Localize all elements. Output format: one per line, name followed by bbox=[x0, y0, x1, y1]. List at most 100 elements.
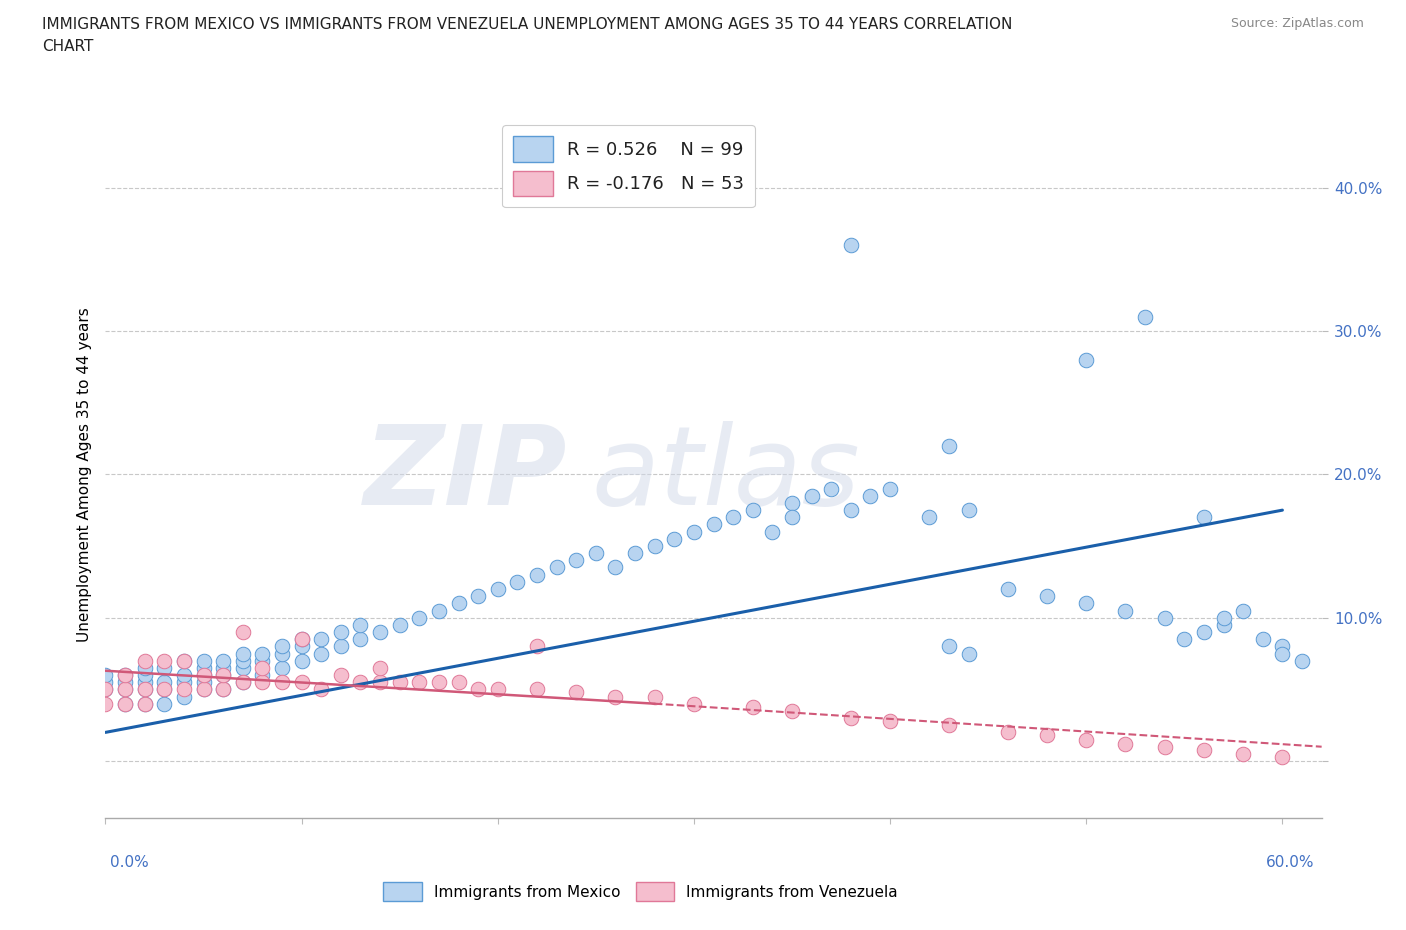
Point bbox=[1114, 737, 1136, 751]
Point bbox=[467, 589, 489, 604]
Point bbox=[918, 510, 941, 525]
Point bbox=[252, 653, 274, 668]
Point bbox=[683, 525, 706, 539]
Point bbox=[212, 668, 235, 683]
Point bbox=[153, 653, 176, 668]
Point bbox=[193, 653, 215, 668]
Point bbox=[94, 697, 117, 711]
Point bbox=[506, 575, 529, 590]
Legend: Immigrants from Mexico, Immigrants from Venezuela: Immigrants from Mexico, Immigrants from … bbox=[377, 876, 904, 907]
Point bbox=[1114, 603, 1136, 618]
Point bbox=[467, 682, 489, 697]
Point bbox=[1212, 618, 1234, 632]
Point bbox=[388, 675, 411, 690]
Point bbox=[329, 668, 352, 683]
Point bbox=[193, 682, 215, 697]
Point bbox=[94, 682, 117, 697]
Text: Source: ZipAtlas.com: Source: ZipAtlas.com bbox=[1230, 17, 1364, 30]
Point bbox=[408, 675, 430, 690]
Point bbox=[173, 653, 195, 668]
Point bbox=[368, 660, 391, 675]
Point bbox=[683, 697, 706, 711]
Point bbox=[1173, 631, 1195, 646]
Point bbox=[1192, 625, 1215, 640]
Point bbox=[427, 675, 450, 690]
Point bbox=[271, 675, 294, 690]
Point bbox=[1232, 603, 1254, 618]
Point bbox=[780, 510, 803, 525]
Point bbox=[565, 552, 588, 567]
Point bbox=[938, 438, 960, 453]
Point bbox=[232, 675, 254, 690]
Point bbox=[1076, 596, 1098, 611]
Point bbox=[252, 646, 274, 661]
Point bbox=[565, 684, 588, 699]
Point bbox=[114, 668, 136, 683]
Text: CHART: CHART bbox=[42, 39, 94, 54]
Point bbox=[271, 639, 294, 654]
Point bbox=[134, 697, 156, 711]
Point bbox=[1076, 352, 1098, 367]
Point bbox=[114, 697, 136, 711]
Point bbox=[309, 646, 332, 661]
Point bbox=[368, 625, 391, 640]
Point bbox=[1232, 747, 1254, 762]
Point bbox=[938, 718, 960, 733]
Text: atlas: atlas bbox=[592, 420, 860, 528]
Point bbox=[486, 682, 509, 697]
Point bbox=[114, 697, 136, 711]
Point bbox=[212, 682, 235, 697]
Point bbox=[702, 517, 725, 532]
Point bbox=[309, 682, 332, 697]
Point bbox=[585, 546, 607, 561]
Point bbox=[134, 682, 156, 697]
Point bbox=[329, 625, 352, 640]
Point bbox=[153, 697, 176, 711]
Point bbox=[1036, 728, 1059, 743]
Point bbox=[153, 660, 176, 675]
Point bbox=[291, 631, 314, 646]
Point bbox=[134, 682, 156, 697]
Point bbox=[232, 625, 254, 640]
Point bbox=[134, 668, 156, 683]
Point bbox=[839, 711, 862, 725]
Point bbox=[153, 682, 176, 697]
Text: 60.0%: 60.0% bbox=[1267, 855, 1315, 870]
Point bbox=[820, 481, 842, 496]
Point bbox=[252, 660, 274, 675]
Point bbox=[1153, 739, 1175, 754]
Point bbox=[1212, 610, 1234, 625]
Point bbox=[368, 675, 391, 690]
Point bbox=[526, 567, 548, 582]
Text: ZIP: ZIP bbox=[364, 420, 568, 528]
Point bbox=[94, 682, 117, 697]
Point bbox=[232, 653, 254, 668]
Point bbox=[800, 488, 823, 503]
Point bbox=[252, 668, 274, 683]
Point bbox=[193, 675, 215, 690]
Point bbox=[153, 682, 176, 697]
Point bbox=[957, 503, 980, 518]
Point bbox=[134, 660, 156, 675]
Point bbox=[1036, 589, 1059, 604]
Point bbox=[997, 725, 1019, 740]
Point bbox=[938, 639, 960, 654]
Point bbox=[957, 646, 980, 661]
Point bbox=[212, 653, 235, 668]
Point bbox=[997, 581, 1019, 596]
Point bbox=[1192, 742, 1215, 757]
Point bbox=[271, 646, 294, 661]
Point bbox=[644, 538, 666, 553]
Point bbox=[1271, 646, 1294, 661]
Point bbox=[1271, 750, 1294, 764]
Point bbox=[114, 682, 136, 697]
Point bbox=[134, 675, 156, 690]
Point bbox=[526, 682, 548, 697]
Point bbox=[526, 639, 548, 654]
Point bbox=[1251, 631, 1274, 646]
Point bbox=[173, 653, 195, 668]
Point bbox=[349, 675, 371, 690]
Point bbox=[173, 689, 195, 704]
Point bbox=[173, 675, 195, 690]
Point bbox=[212, 682, 235, 697]
